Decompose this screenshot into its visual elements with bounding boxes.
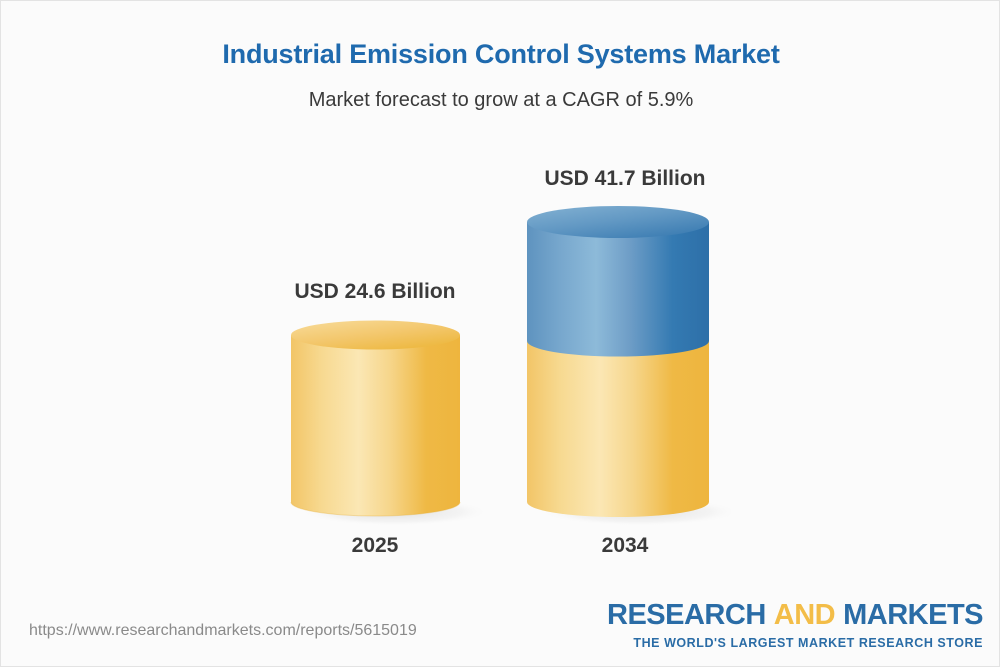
bar-cylinder-2025: [283, 313, 490, 533]
logo-word-markets: MARKETS: [843, 599, 983, 631]
bar-category-label-2025: 2025: [351, 534, 399, 557]
report-url[interactable]: https://www.researchandmarkets.com/repor…: [29, 622, 417, 639]
bar-category-label-2034: 2034: [601, 534, 649, 557]
page-title: Industrial Emission Control Systems Mark…: [222, 39, 780, 69]
logo-wordmark: RESEARCH AND MARKETS: [607, 601, 983, 630]
bar-cylinder-2034: [519, 198, 741, 533]
plot-area: USD 24.6 Billion: [1, 1, 999, 601]
bar-value-label-2025: USD 24.6 Billion: [294, 280, 456, 303]
bar-value-label-2034: USD 41.7 Billion: [544, 167, 706, 190]
logo-word-research: RESEARCH: [607, 599, 766, 631]
chart-subtitle: Market forecast to grow at a CAGR of 5.9…: [308, 89, 694, 111]
logo-tagline: THE WORLD'S LARGEST MARKET RESEARCH STOR…: [633, 636, 983, 650]
logo-word-and: AND: [773, 599, 836, 631]
research-and-markets-logo[interactable]: RESEARCH AND MARKETS THE WORLD'S LARGEST M…: [607, 601, 983, 650]
